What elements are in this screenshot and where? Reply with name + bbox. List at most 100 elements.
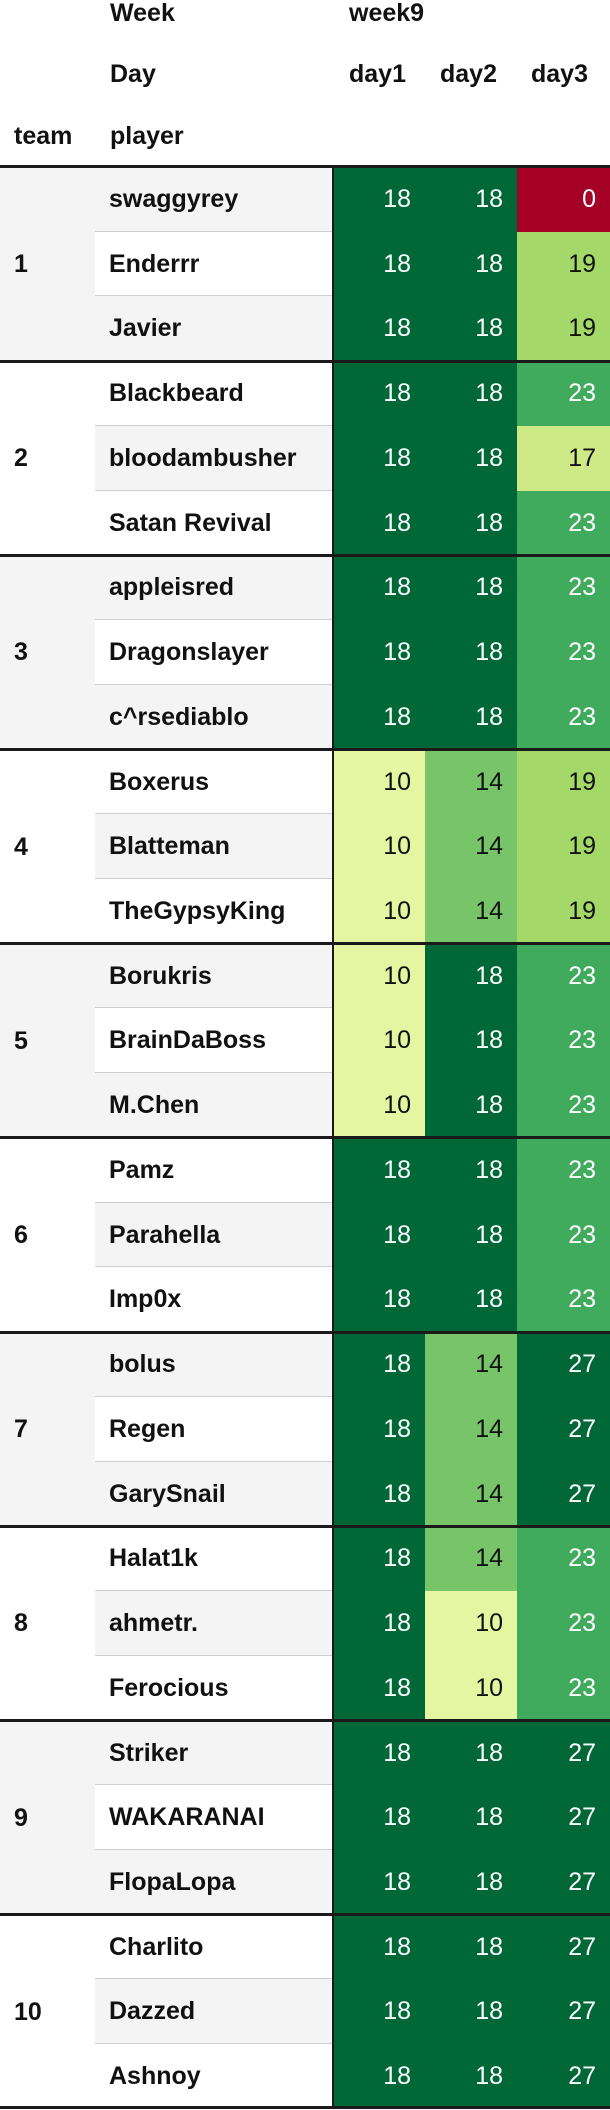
score-cell-day2: 18: [425, 555, 517, 621]
team-number: 5: [0, 943, 95, 1138]
score-cell-day1: 18: [334, 1914, 425, 1980]
score-cell-day3: 23: [517, 1137, 610, 1204]
player-name: Satan Revival: [95, 490, 332, 556]
player-name: Boxerus: [95, 749, 332, 815]
player-name: Dazzed: [95, 1979, 332, 2045]
team-column-header: team: [14, 122, 73, 150]
player-name: Imp0x: [95, 1267, 332, 1333]
player-name: swaggyrey: [95, 167, 332, 232]
score-cell-day3: 27: [517, 2044, 610, 2110]
score-cell-day1: 18: [334, 1137, 425, 1204]
player-name: M.Chen: [95, 1073, 332, 1138]
score-cell-day3: 23: [517, 1267, 610, 1333]
score-cell-day1: 18: [334, 555, 425, 621]
score-cell-day2: 18: [425, 1849, 517, 1916]
week-label: Week: [110, 0, 175, 27]
team-number: 9: [0, 1720, 95, 1915]
team-number: 2: [0, 361, 95, 556]
score-cell-day2: 14: [425, 1396, 517, 1463]
score-cell-day1: 18: [334, 620, 425, 686]
team-separator: [0, 553, 610, 557]
score-cell-day3: 23: [517, 555, 610, 621]
player-name: Javier: [95, 296, 332, 362]
score-cell-day2: 14: [425, 814, 517, 880]
score-cell-day2: 18: [425, 684, 517, 751]
score-cell-day3: 23: [517, 1526, 610, 1592]
score-cell-day2: 18: [425, 167, 517, 233]
score-cell-day1: 18: [334, 167, 425, 233]
player-name: ahmetr.: [95, 1591, 332, 1656]
score-cell-day1: 18: [334, 1591, 425, 1657]
player-name: Dragonslayer: [95, 620, 332, 685]
score-cell-day2: 18: [425, 1979, 517, 2045]
score-cell-day2: 10: [425, 1655, 517, 1721]
player-name: appleisred: [95, 555, 332, 621]
player-name: GarySnail: [95, 1461, 332, 1527]
player-name: c^rsediablo: [95, 684, 332, 750]
score-cell-day1: 18: [334, 1720, 425, 1786]
score-cell-day2: 18: [425, 425, 517, 492]
team-separator: [0, 1330, 610, 1334]
score-cell-day1: 18: [334, 1396, 425, 1463]
player-name: Ashnoy: [95, 2044, 332, 2109]
score-cell-day3: 27: [517, 1461, 610, 1527]
score-cell-day2: 14: [425, 749, 517, 815]
score-cell-day1: 18: [334, 1202, 425, 1268]
score-cell-day1: 18: [334, 684, 425, 751]
player-name: FlopaLopa: [95, 1849, 332, 1915]
score-cell-day3: 23: [517, 620, 610, 686]
score-cell-day2: 10: [425, 1591, 517, 1657]
score-cell-day2: 18: [425, 231, 517, 297]
team-number: 1: [0, 167, 95, 362]
score-cell-day3: 27: [517, 1332, 610, 1398]
team-number: 6: [0, 1137, 95, 1333]
score-cell-day1: 18: [334, 1526, 425, 1592]
score-cell-day1: 18: [334, 1461, 425, 1527]
player-name: bloodambusher: [95, 425, 332, 491]
score-cell-day3: 23: [517, 943, 610, 1009]
score-cell-day3: 27: [517, 1785, 610, 1851]
team-number: 4: [0, 749, 95, 944]
score-cell-day3: 27: [517, 1849, 610, 1916]
table-bottom-border: [0, 2105, 610, 2109]
player-name: Enderrr: [95, 231, 332, 297]
score-cell-day1: 10: [334, 1008, 425, 1074]
score-cell-day2: 14: [425, 1526, 517, 1592]
score-cell-day3: 23: [517, 1591, 610, 1657]
score-cell-day1: 18: [334, 490, 425, 556]
team-separator: [0, 165, 610, 168]
player-name: Regen: [95, 1396, 332, 1462]
score-cell-day1: 10: [334, 1073, 425, 1139]
score-cell-day2: 18: [425, 361, 517, 427]
day3-header: day3: [531, 60, 588, 88]
score-cell-day2: 18: [425, 296, 517, 362]
score-cell-day3: 23: [517, 361, 610, 427]
score-cell-day1: 18: [334, 2044, 425, 2110]
score-cell-day1: 18: [334, 1267, 425, 1333]
score-cell-day1: 10: [334, 943, 425, 1009]
player-name: Striker: [95, 1720, 332, 1786]
score-cell-day2: 18: [425, 1008, 517, 1074]
day-label: Day: [110, 60, 156, 88]
team-number: 7: [0, 1332, 95, 1527]
score-cell-day3: 23: [517, 490, 610, 556]
player-name: Pamz: [95, 1137, 332, 1203]
score-cell-day2: 14: [425, 879, 517, 945]
score-cell-day2: 18: [425, 1202, 517, 1268]
score-cell-day1: 18: [334, 1332, 425, 1398]
team-separator: [0, 359, 610, 363]
player-name: Ferocious: [95, 1655, 332, 1721]
player-name: Charlito: [95, 1914, 332, 1980]
score-cell-day1: 18: [334, 361, 425, 427]
score-cell-day2: 18: [425, 620, 517, 686]
player-name: Blatteman: [95, 814, 332, 880]
player-column-header: player: [110, 122, 184, 150]
team-separator: [0, 942, 610, 946]
team-number: 10: [0, 1914, 95, 2109]
score-cell-day3: 23: [517, 1008, 610, 1074]
score-cell-day3: 27: [517, 1396, 610, 1463]
score-cell-day3: 17: [517, 425, 610, 492]
player-name: Borukris: [95, 943, 332, 1009]
score-cell-day1: 18: [334, 1785, 425, 1851]
score-cell-day3: 19: [517, 231, 610, 297]
